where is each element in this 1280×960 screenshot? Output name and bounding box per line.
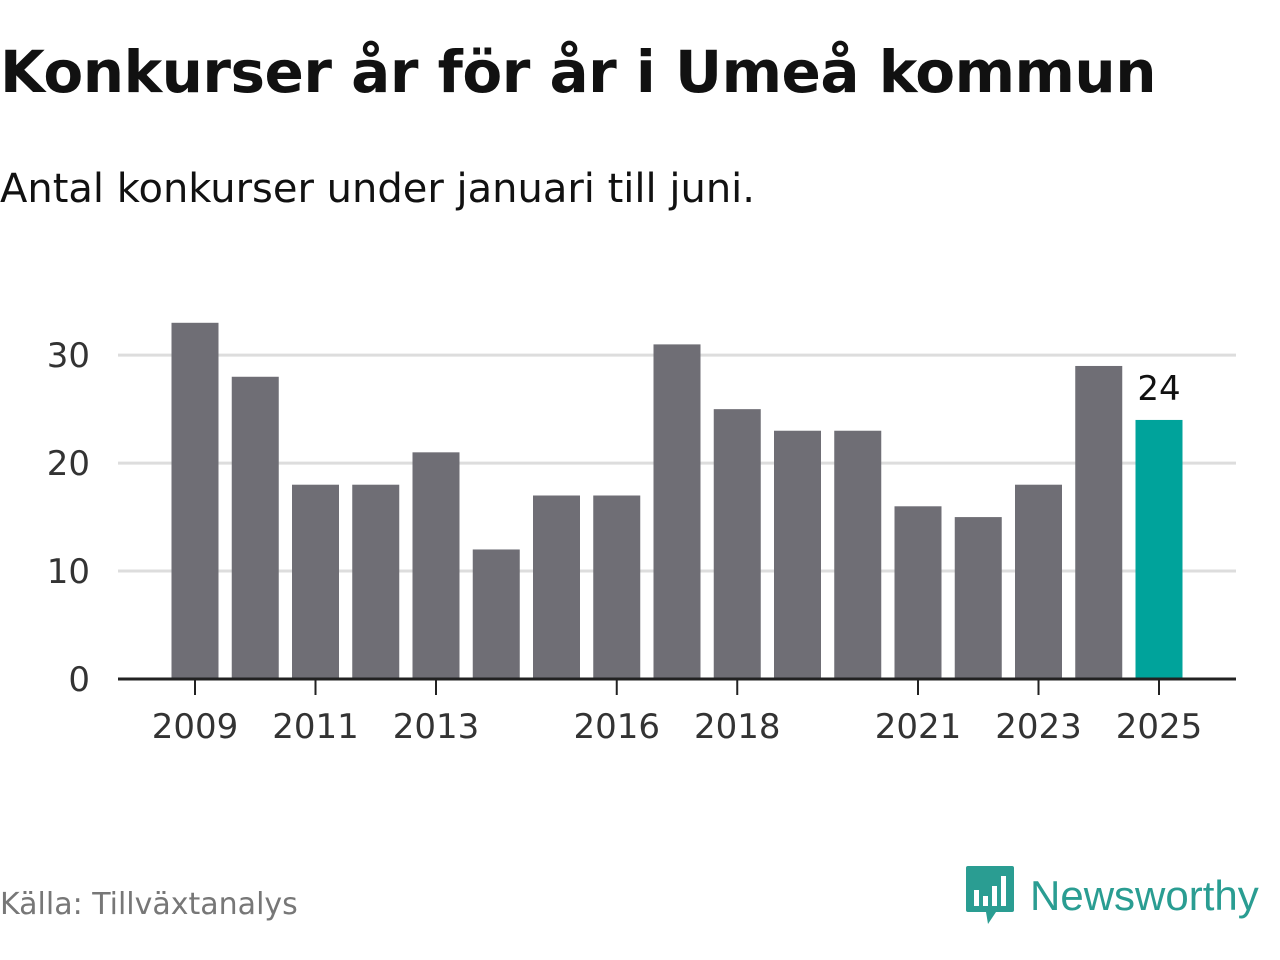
bar-2012	[352, 484, 400, 679]
y-tick-label-30: 30	[47, 336, 90, 376]
chart-title: Konkurser år för år i Umeå kommun	[0, 38, 1157, 106]
chart-subtitle: Antal konkurser under januari till juni.	[0, 166, 755, 212]
y-tick-label-10: 10	[47, 552, 90, 592]
bar-2021	[894, 506, 942, 679]
bar-2020	[834, 430, 882, 679]
bar-2024	[1075, 365, 1123, 679]
bar-2015	[533, 495, 580, 679]
x-tick-label-2011: 2011	[272, 707, 359, 747]
bar-2019	[774, 430, 821, 679]
bar-2025	[1135, 419, 1183, 679]
bar-2023	[1015, 484, 1062, 679]
newsworthy-logo: Newsworthy	[964, 864, 1259, 928]
bar-2009	[171, 322, 219, 679]
y-tick-label-20: 20	[47, 444, 90, 484]
y-tick-label-0: 0	[68, 660, 90, 700]
bar-chart: 0 10 20 30 2009 2011 2013 2016 2018 2021 2023 2025 2…	[47, 322, 1236, 747]
axes	[118, 677, 1236, 695]
bar-2011	[292, 484, 339, 679]
bar-2010	[231, 376, 279, 679]
bar-2013	[412, 452, 460, 679]
bar-2016	[593, 495, 641, 679]
x-tick-label-2009: 2009	[152, 707, 239, 747]
bars	[171, 322, 1183, 679]
x-tick-label-2013: 2013	[393, 707, 480, 747]
labels: 0 10 20 30 2009 2011 2013 2016 2018 2021 2023 2025 2…	[47, 336, 1203, 747]
x-tick-label-2023: 2023	[995, 707, 1082, 747]
data-label-2025: 24	[1137, 369, 1180, 409]
brand-name: Newsworthy	[1030, 872, 1259, 919]
newsworthy-logo-icon	[966, 866, 1014, 924]
x-tick-label-2021: 2021	[875, 707, 962, 747]
bar-2017	[653, 344, 701, 679]
x-tick-label-2016: 2016	[573, 707, 660, 747]
x-tick-label-2025: 2025	[1116, 707, 1203, 747]
bar-2014	[472, 549, 520, 679]
source-note: Källa: Tillväxtanalys	[0, 887, 298, 922]
bar-2022	[954, 517, 1002, 679]
bar-2018	[713, 409, 761, 679]
x-tick-label-2018: 2018	[694, 707, 781, 747]
